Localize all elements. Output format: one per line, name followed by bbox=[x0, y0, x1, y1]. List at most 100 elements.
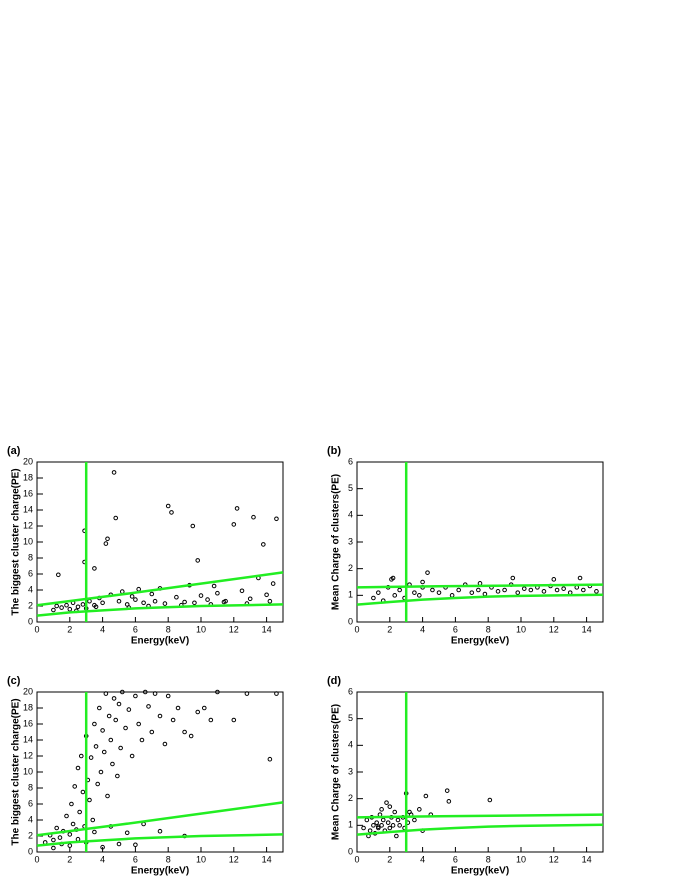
data-point bbox=[113, 515, 119, 521]
cut-line bbox=[356, 583, 604, 589]
data-point bbox=[371, 823, 376, 828]
y-tick-label: 4 bbox=[28, 814, 33, 824]
x-tick-label: 6 bbox=[133, 624, 138, 634]
data-point bbox=[198, 593, 204, 598]
data-point bbox=[92, 721, 97, 727]
data-point bbox=[449, 593, 455, 598]
data-point bbox=[390, 823, 396, 828]
y-tick-label: 1 bbox=[348, 820, 353, 830]
data-point bbox=[251, 514, 256, 520]
x-tick-label: 2 bbox=[67, 854, 72, 864]
data-point bbox=[541, 589, 547, 594]
data-point bbox=[139, 737, 145, 743]
data-point bbox=[103, 541, 109, 546]
data-point bbox=[395, 817, 401, 823]
data-point bbox=[476, 587, 481, 593]
data-point bbox=[371, 595, 376, 601]
data-point bbox=[100, 600, 105, 606]
data-point bbox=[436, 590, 442, 595]
data-point bbox=[215, 689, 220, 695]
data-point bbox=[80, 789, 86, 795]
y-tick-label: 12 bbox=[23, 750, 33, 760]
data-point bbox=[105, 536, 110, 542]
data-point bbox=[444, 788, 450, 793]
data-point bbox=[56, 572, 61, 578]
data-point bbox=[577, 575, 583, 581]
x-tick-label: 4 bbox=[100, 854, 105, 864]
data-point bbox=[105, 793, 110, 799]
y-tick-label: 8 bbox=[28, 552, 33, 562]
x-tick-label: 6 bbox=[453, 624, 458, 634]
data-point bbox=[412, 817, 417, 823]
data-point bbox=[95, 781, 100, 787]
data-point bbox=[231, 522, 237, 527]
x-tick-label: 4 bbox=[100, 624, 105, 634]
data-point bbox=[116, 701, 122, 707]
x-tick-label: 10 bbox=[196, 624, 206, 634]
data-point bbox=[141, 600, 146, 606]
data-point bbox=[90, 817, 96, 823]
data-point bbox=[162, 601, 168, 606]
data-point bbox=[247, 596, 253, 602]
x-tick-label: 10 bbox=[516, 854, 526, 864]
x-tick-label: 12 bbox=[549, 624, 559, 634]
data-point bbox=[108, 737, 114, 743]
x-tick-label: 0 bbox=[354, 854, 359, 864]
data-point bbox=[182, 599, 187, 605]
data-point bbox=[487, 797, 493, 803]
data-point bbox=[175, 705, 181, 711]
data-point bbox=[420, 579, 425, 585]
panel-label: (a) bbox=[7, 445, 21, 457]
y-tick-label: 2 bbox=[28, 830, 33, 840]
data-point bbox=[376, 824, 381, 829]
data-point bbox=[78, 753, 84, 759]
data-point bbox=[456, 587, 461, 593]
data-point bbox=[116, 598, 122, 604]
data-point bbox=[111, 470, 117, 475]
data-point bbox=[54, 603, 59, 609]
y-tick-label: 2 bbox=[28, 600, 33, 610]
data-point bbox=[239, 588, 245, 594]
x-tick-label: 2 bbox=[387, 854, 392, 864]
data-point bbox=[561, 586, 566, 591]
data-point bbox=[482, 591, 488, 597]
data-point bbox=[110, 761, 115, 767]
data-point bbox=[129, 753, 135, 759]
cut-line bbox=[36, 833, 284, 847]
data-point bbox=[190, 523, 196, 529]
data-point bbox=[75, 604, 81, 610]
data-point bbox=[174, 594, 179, 600]
y-tick-label: 5 bbox=[348, 483, 353, 493]
data-point bbox=[152, 598, 158, 604]
data-point bbox=[157, 713, 163, 719]
data-point bbox=[195, 709, 201, 715]
x-tick-label: 4 bbox=[420, 854, 425, 864]
data-point bbox=[270, 581, 276, 586]
data-point bbox=[67, 843, 73, 848]
data-point bbox=[123, 725, 128, 731]
x-tick-label: 14 bbox=[262, 854, 272, 864]
x-tick-label: 12 bbox=[229, 854, 239, 864]
x-tick-label: 4 bbox=[420, 624, 425, 634]
data-point bbox=[113, 717, 119, 723]
data-point bbox=[67, 606, 73, 612]
x-tick-label: 6 bbox=[453, 854, 458, 864]
y-tick-label: 3 bbox=[348, 536, 353, 546]
data-point bbox=[136, 721, 141, 727]
data-point bbox=[397, 823, 402, 828]
y-tick-label: 4 bbox=[348, 510, 353, 520]
y-tick-label: 0 bbox=[28, 846, 33, 856]
data-point bbox=[169, 510, 174, 515]
data-point bbox=[364, 817, 370, 823]
data-point bbox=[149, 729, 155, 735]
data-point bbox=[87, 797, 92, 803]
data-point bbox=[469, 590, 475, 595]
data-point bbox=[551, 577, 557, 582]
data-point bbox=[510, 575, 516, 581]
cut-line bbox=[36, 603, 284, 617]
data-point bbox=[182, 729, 187, 735]
data-point bbox=[417, 807, 422, 812]
cut-line bbox=[36, 801, 284, 837]
x-tick-label: 14 bbox=[582, 854, 592, 864]
data-point bbox=[133, 842, 138, 848]
